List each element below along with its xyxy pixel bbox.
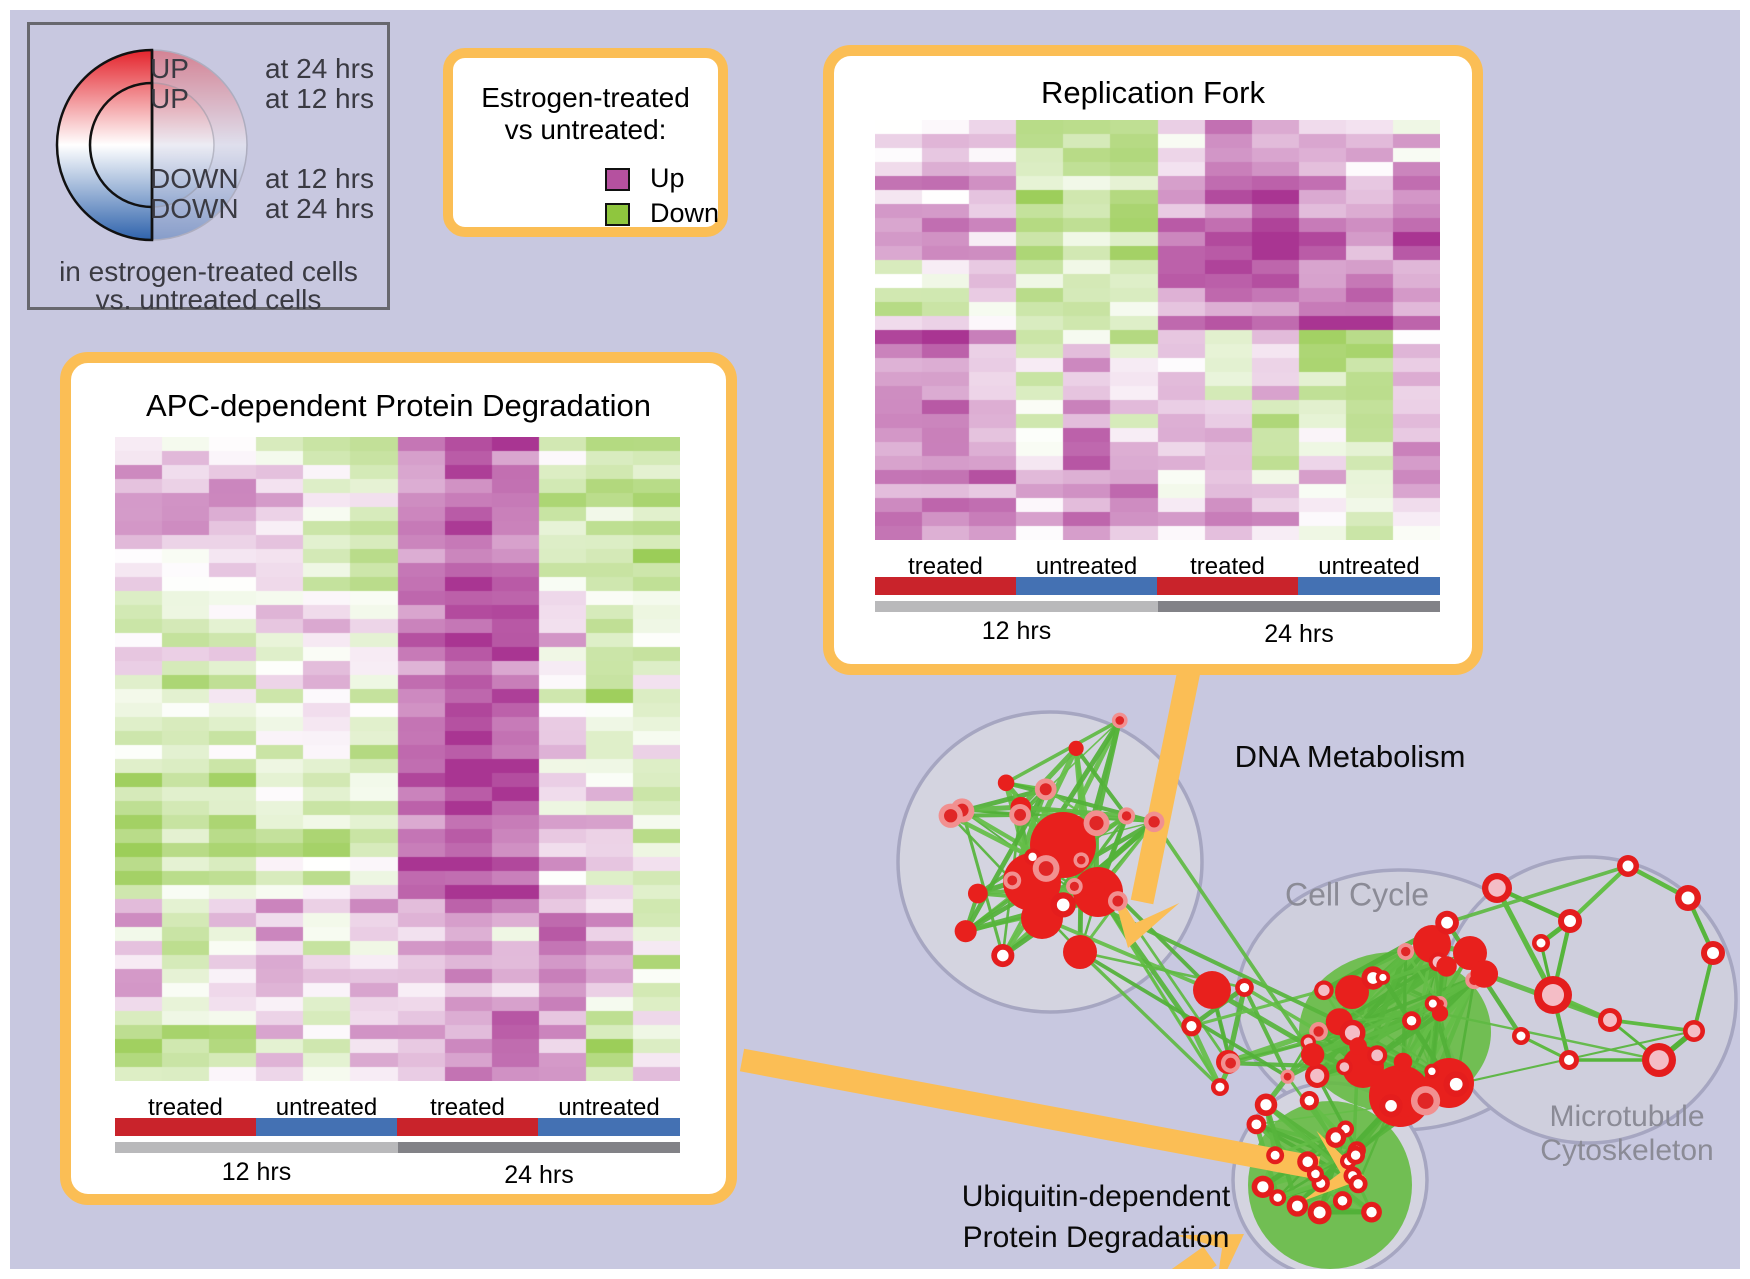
repfork-12hrs-bar <box>875 601 1158 612</box>
down-label: Down <box>650 198 720 228</box>
updown-legend-title-line2: vs untreated: <box>504 114 667 145</box>
apc-heatmap <box>115 437 680 1081</box>
repfork-heatmap-panel: Replication Fork treated untreated treat… <box>823 45 1483 675</box>
legend-row-down-24: DOWN <box>150 193 239 224</box>
legend-caption-line2: vs. untreated cells <box>95 284 322 315</box>
ubiquitin-label-line2: Protein Degradation <box>962 1221 1230 1254</box>
apc-24hrs-bar <box>398 1142 680 1153</box>
apc-group-label-2: untreated <box>275 1094 378 1121</box>
repfork-group-label-3: treated <box>1190 553 1265 580</box>
legend-time-down-12: at 12 hrs <box>265 163 374 194</box>
repfork-group-label-1: treated <box>908 553 983 580</box>
repfork-treated-bar-1 <box>875 577 1016 595</box>
down-color-swatch <box>605 203 630 226</box>
dna-metabolism-label: DNA Metabolism <box>1234 739 1466 774</box>
legend-time-up-24: at 24 hrs <box>265 53 374 84</box>
apc-heatmap-panel: APC-dependent Protein Degradation treate… <box>60 352 737 1205</box>
apc-12hrs-bar <box>115 1142 398 1153</box>
apc-untreated-bar-2 <box>538 1118 680 1136</box>
legend-time-up-12: at 12 hrs <box>265 83 374 114</box>
repfork-heatmap <box>875 120 1440 540</box>
ubiquitin-label-line1: Ubiquitin-dependent <box>961 1180 1231 1213</box>
repfork-group-label-4: untreated <box>1318 553 1420 580</box>
network-graph <box>739 653 1738 1269</box>
microtubule-label-line1: Microtubule <box>1549 1100 1705 1133</box>
repfork-untreated-bar-2 <box>1298 577 1440 595</box>
repfork-treated-bar-2 <box>1157 577 1298 595</box>
repfork-12hrs-label: 12 hrs <box>981 617 1052 645</box>
repfork-24hrs-bar <box>1158 601 1440 612</box>
apc-panel-title: APC-dependent Protein Degradation <box>146 388 651 423</box>
apc-treated-bar-1 <box>115 1118 256 1136</box>
legend-caption-line1: in estrogen-treated cells <box>59 256 358 287</box>
network-clip <box>10 10 1740 1269</box>
legend-row-up-12: UP <box>150 83 189 114</box>
microtubule-label-line2: Cytoskeleton <box>1540 1134 1714 1167</box>
microtubule-cytoskeleton-label: Microtubule Cytoskeleton <box>1540 1100 1713 1168</box>
apc-group-label-4: untreated <box>558 1094 660 1121</box>
apc-group-label-3: treated <box>430 1094 505 1121</box>
ubiquitin-degradation-label: Ubiquitin-dependent Protein Degradation <box>962 1176 1231 1258</box>
apc-12hrs-label: 12 hrs <box>221 1158 292 1186</box>
up-color-swatch <box>605 168 630 191</box>
updown-color-legend: Estrogen-treated vs untreated: Up Down <box>443 48 728 237</box>
legend-row-down-12: DOWN <box>150 163 239 194</box>
legend-time-down-24: at 24 hrs <box>265 193 374 224</box>
up-label: Up <box>650 163 685 193</box>
repfork-24hrs-label: 24 hrs <box>1264 620 1334 648</box>
updown-circle-icon <box>55 48 248 242</box>
apc-24hrs-label: 24 hrs <box>504 1161 574 1189</box>
updown-legend-title-line1: Estrogen-treated <box>481 82 690 113</box>
repfork-untreated-bar-1 <box>1016 577 1157 595</box>
apc-group-label-1: treated <box>148 1094 223 1121</box>
apc-untreated-bar-1 <box>256 1118 397 1136</box>
cell-cycle-label: Cell Cycle <box>1284 876 1430 913</box>
legend-row-up-24: UP <box>150 53 189 84</box>
repfork-group-label-2: untreated <box>1035 553 1138 580</box>
repfork-panel-title: Replication Fork <box>1041 75 1265 110</box>
expression-circle-legend: UP at 24 hrs UP at 12 hrs DOWN at 12 hrs… <box>27 22 390 315</box>
apc-treated-bar-2 <box>397 1118 538 1136</box>
